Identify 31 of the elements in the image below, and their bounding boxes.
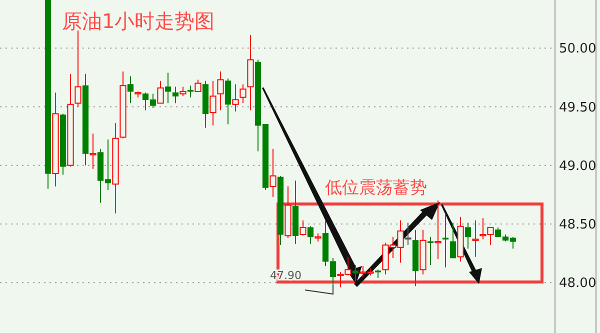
y-tick-label: 48.00 — [559, 276, 596, 292]
candlestick — [472, 220, 479, 258]
y-tick-label: 48.50 — [559, 218, 596, 233]
y-tick-label: 49.00 — [559, 158, 596, 174]
candlestick — [127, 76, 134, 104]
candlestick — [307, 226, 314, 244]
candlestick — [187, 85, 194, 98]
annotation: 低位震荡蓄势 — [325, 178, 427, 198]
candlestick — [74, 30, 82, 108]
y-tick-label: 50.00 — [559, 42, 596, 57]
candlestick — [434, 200, 442, 260]
candlestick — [300, 220, 306, 236]
candlestick — [240, 84, 246, 104]
candlestick — [352, 264, 359, 282]
candlestick — [442, 212, 449, 268]
y-tick-label: 49.50 — [559, 100, 596, 116]
candlestick — [427, 236, 434, 266]
candlestick — [164, 72, 172, 104]
candlestick — [157, 80, 164, 104]
candlestick — [90, 133, 96, 170]
candlestick — [450, 222, 456, 258]
candlestick — [464, 222, 472, 250]
candlestick — [172, 86, 179, 104]
candlestick — [194, 79, 202, 92]
candlestick — [180, 86, 186, 97]
candlestick — [270, 148, 276, 198]
candlestick — [232, 84, 239, 112]
candlestick — [224, 78, 232, 125]
text: 原油1小时走势图 — [62, 9, 215, 33]
candlestick — [210, 80, 216, 126]
candlestick — [217, 71, 224, 111]
